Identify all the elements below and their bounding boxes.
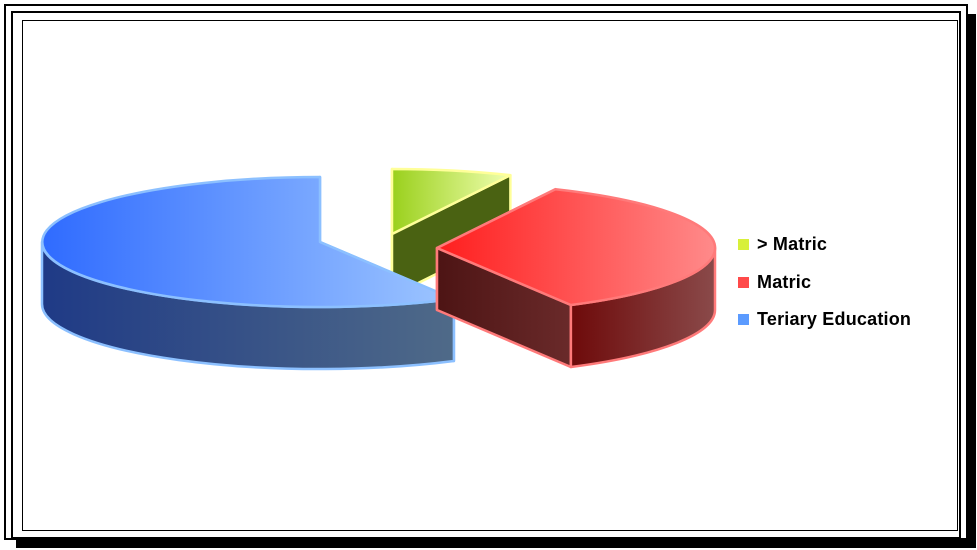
chart-legend: > Matric Matric Teriary Education: [738, 226, 911, 339]
legend-swatch: [738, 239, 749, 251]
legend-label: > Matric: [757, 234, 828, 255]
legend-item: Matric: [738, 264, 911, 302]
legend-item: > Matric: [738, 226, 911, 264]
slice-greater-matric: [390, 167, 512, 298]
slice-tertiary-education: [40, 175, 456, 371]
slice-matric: [435, 187, 717, 369]
legend-swatch: [738, 276, 749, 288]
slice-greater-matric-top: [390, 167, 512, 236]
slice-tertiary-education-top: [41, 175, 456, 309]
slice-matric-top: [435, 187, 717, 307]
legend-label: Teriary Education: [757, 309, 912, 330]
legend-label: Matric: [757, 271, 812, 292]
legend-item: Teriary Education: [738, 301, 911, 339]
legend-swatch: [738, 314, 749, 326]
